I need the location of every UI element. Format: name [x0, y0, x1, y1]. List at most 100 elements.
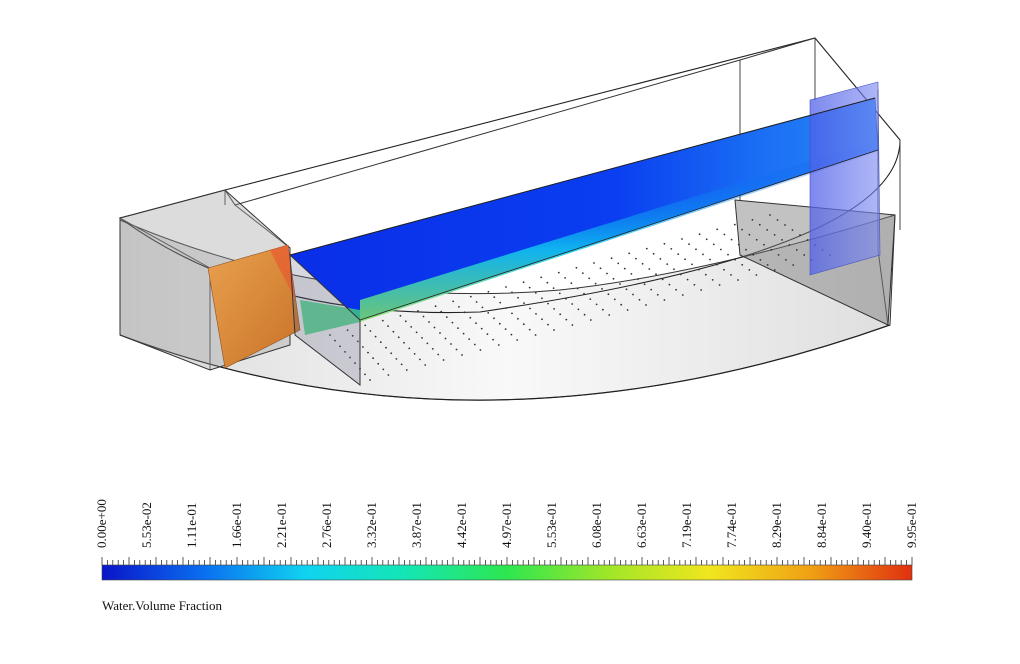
floor-dot — [773, 234, 776, 236]
floor-dot — [346, 329, 349, 332]
floor-dot — [718, 284, 721, 286]
floor-dot — [777, 254, 780, 256]
legend-tick-label: 8.29e-01 — [769, 502, 784, 548]
floor-dot — [451, 321, 454, 324]
floor-dot — [498, 322, 501, 325]
floor-dot — [546, 281, 549, 284]
floor-dot — [417, 310, 419, 312]
floor-dot — [339, 345, 341, 348]
floor-dot — [700, 289, 703, 291]
floor-dot — [588, 277, 591, 280]
floor-dot — [547, 302, 549, 305]
floor-dot — [400, 363, 403, 366]
floor-dot — [781, 239, 783, 241]
legend-tick-labels: 0.00e+00 5.53e-02 1.11e-01 1.66e-01 2.21e-01… — [94, 499, 919, 548]
floor-dot — [382, 368, 385, 371]
floor-dot — [643, 283, 646, 286]
floor-dot — [613, 298, 616, 301]
legend-tick-label: 3.32e-01 — [364, 502, 379, 548]
floor-dot — [372, 357, 374, 360]
floor-dot — [480, 327, 483, 330]
floor-dot — [693, 283, 696, 286]
floor-dot — [792, 264, 795, 266]
floor-dot — [656, 293, 659, 296]
floor-dot — [486, 333, 489, 335]
floor-dot — [688, 243, 690, 246]
floor-dot — [462, 332, 465, 335]
floor-dot — [769, 214, 771, 216]
floor-dot — [645, 304, 647, 306]
floor-dot — [475, 322, 477, 325]
floor-dot — [558, 292, 561, 295]
floor-dot — [648, 268, 651, 270]
floor-dot — [377, 362, 380, 365]
floor-dot — [505, 307, 507, 309]
inlet-contour-plane — [207, 244, 301, 369]
floor-dot — [745, 248, 747, 251]
floor-nozzle-dots — [329, 214, 831, 381]
floor-dot — [799, 234, 801, 236]
floor-dot — [727, 253, 729, 256]
floor-dot — [650, 288, 653, 291]
floor-dot — [704, 273, 707, 276]
floor-dot — [522, 323, 525, 326]
floor-dot — [758, 223, 761, 226]
floor-dot — [439, 332, 441, 334]
floor-dot — [534, 334, 537, 336]
floor-dot — [517, 317, 519, 320]
floor-dot — [535, 313, 537, 315]
floor-dot — [473, 343, 476, 346]
floor-dot — [712, 243, 715, 246]
floor-dot — [523, 302, 525, 304]
floor-dot — [431, 348, 434, 350]
floor-dot — [608, 314, 611, 316]
floor-dot — [684, 258, 686, 261]
floor-dot — [763, 243, 765, 246]
floor-dot — [385, 346, 387, 349]
floor-dot — [641, 262, 644, 265]
floor-dot — [369, 330, 372, 332]
floor-dot — [387, 325, 389, 327]
floor-dot — [595, 303, 598, 306]
floor-dot — [492, 338, 494, 341]
floor-dot — [606, 272, 608, 275]
floor-dot — [399, 314, 402, 317]
legend-tick-label: 8.84e-01 — [814, 502, 829, 548]
floor-dot — [517, 296, 519, 299]
floor-dot — [733, 223, 736, 226]
floor-dot — [452, 300, 455, 303]
floor-dot — [673, 268, 675, 271]
floor-dot — [589, 319, 592, 321]
floor-dot — [691, 263, 693, 266]
floor-dot — [594, 282, 597, 285]
floor-dot — [450, 343, 452, 345]
floor-dot — [716, 263, 718, 266]
floor-dot — [663, 242, 666, 245]
floor-dot — [504, 328, 507, 330]
floor-dot — [681, 294, 684, 296]
floor-dot — [661, 278, 664, 281]
floor-dot — [497, 344, 500, 346]
floor-dot — [599, 267, 602, 270]
floor-dot — [499, 301, 502, 304]
legend-tick-label: 2.76e-01 — [319, 502, 334, 548]
floor-dot — [666, 263, 669, 265]
floor-dot — [410, 326, 413, 328]
floor-dot — [564, 277, 566, 279]
legend-tick-label: 7.19e-01 — [679, 502, 694, 548]
flow-domain-3d-view — [118, 37, 901, 401]
floor-dot — [461, 354, 463, 356]
legend-tick-label: 4.97e-01 — [499, 502, 514, 548]
legend-tick-label: 0.00e+00 — [94, 499, 109, 548]
legend-tick-label: 9.40e-01 — [859, 502, 874, 548]
floor-dot — [541, 318, 543, 321]
floor-dot — [723, 233, 726, 236]
floor-dot — [695, 248, 697, 251]
floor-dot — [759, 259, 762, 261]
floor-dot — [397, 336, 400, 339]
floor-dot — [403, 341, 405, 344]
floor-dot — [392, 330, 395, 333]
floor-dot — [424, 364, 427, 366]
floor-dot — [702, 253, 704, 256]
floor-dot — [686, 278, 689, 281]
